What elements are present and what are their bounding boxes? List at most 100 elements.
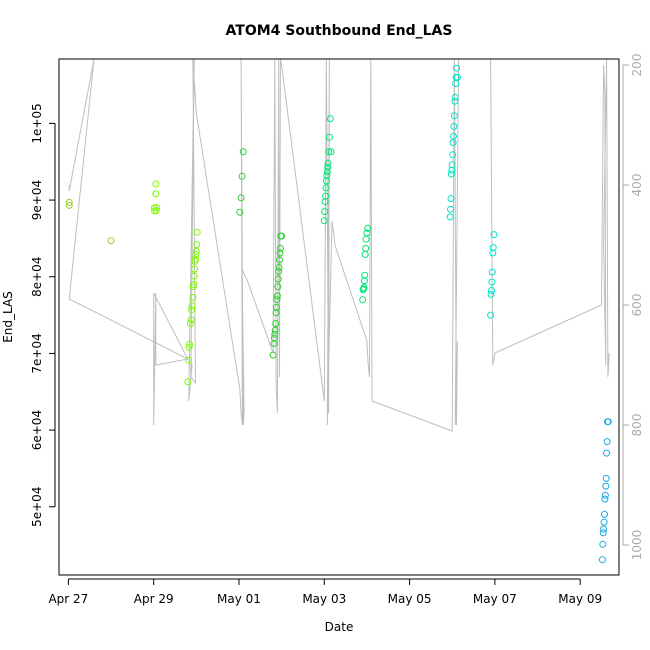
data-point [271,326,279,334]
x-tick-label: May 07 [473,592,517,606]
data-point [361,271,369,279]
data-point [269,351,277,359]
data-point [360,284,368,291]
data-point [446,213,454,221]
data-point [321,208,329,216]
data-point [187,316,195,324]
data-point [188,306,196,314]
data-point [271,330,279,338]
data-point [599,529,607,537]
data-point [192,255,199,263]
y2-tick-label: 600 [630,294,644,317]
data-point [325,148,333,156]
x-tick-label: May 05 [388,592,432,606]
data-point [275,264,283,271]
data-point [185,343,193,351]
data-point [451,97,459,105]
data-point [447,195,455,202]
data-point [362,244,370,252]
data-point [325,133,333,141]
data-point [603,438,611,446]
y-tick-label: 1e+05 [30,103,44,143]
data-points [65,64,612,564]
data-point [487,311,495,319]
data-point [238,172,246,180]
data-point [600,518,608,526]
y2-tick-label: 800 [630,414,644,437]
data-point [490,231,498,239]
data-point [188,302,196,310]
x-axis-label: Date [325,620,354,634]
data-point [276,244,284,252]
data-point [324,159,332,167]
data-point [602,474,610,482]
data-point [65,201,73,209]
y-tick-label: 7e+04 [30,333,44,373]
data-point [447,205,454,213]
data-point [270,334,278,342]
data-point [489,249,497,257]
x-tick-label: Apr 29 [134,592,174,606]
data-point [272,320,280,327]
y2-tick-label: 400 [630,174,644,197]
data-point [453,73,461,81]
data-point [363,229,371,237]
data-point [184,378,192,386]
data-point [190,280,198,288]
data-point [236,208,244,216]
data-point [324,163,332,171]
data-point [364,224,372,232]
y-tick-label: 5e+04 [30,487,44,527]
data-point [273,296,281,304]
data-point [598,556,606,564]
data-point [323,172,331,179]
x-tick-label: Apr 27 [48,592,88,606]
data-point [274,283,282,291]
data-point [489,244,497,252]
data-point [152,207,160,215]
data-point [448,161,456,169]
data-point [450,112,458,120]
data-point [488,268,496,276]
data-point [276,249,284,257]
data-point [360,277,368,285]
data-point [322,177,330,185]
data-point [152,180,160,188]
data-point [322,184,330,192]
data-point [237,194,245,202]
y-tick-label: 9e+04 [30,180,44,220]
data-point [487,290,495,298]
data-point [192,251,200,258]
axes: Apr 27 Apr 29 May 01 May 03 May 05 May 07 May … [30,54,644,606]
data-point [450,132,457,140]
data-point [185,356,193,364]
data-point [273,292,281,300]
data-point [603,449,611,457]
data-point [278,232,286,240]
y-axis-label: End_LAS [1,291,15,343]
data-point [65,198,73,206]
data-point [323,168,331,176]
data-point [152,190,160,198]
data-point [488,287,495,294]
data-point [321,198,329,206]
data-point [600,525,608,533]
data-point [450,123,458,130]
data-point [153,204,161,212]
data-point [449,151,457,159]
x-tick-label: May 03 [302,592,346,606]
data-point [326,115,334,123]
data-point [107,237,115,245]
data-point [602,482,610,490]
data-point [320,217,328,225]
data-point [322,192,330,200]
data-point [451,93,459,101]
data-point [273,303,280,311]
data-point [447,170,455,178]
data-point [186,320,194,327]
y2-tick-label: 200 [630,54,644,77]
data-point [601,495,609,503]
data-point [274,275,282,283]
data-point [192,247,200,255]
data-point [453,64,460,72]
